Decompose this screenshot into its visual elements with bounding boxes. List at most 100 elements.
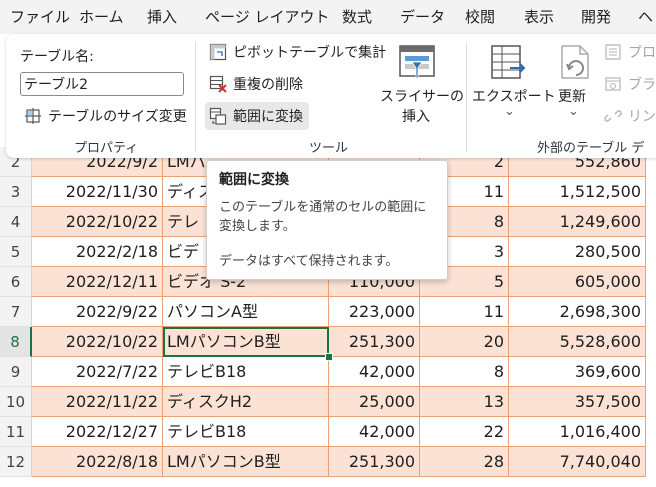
tab-page-layout[interactable]: ページ レイアウト [205,8,330,26]
active-cell-selection [163,327,329,357]
total-cell[interactable]: 2,698,300 [509,297,646,327]
menu-bar: ファイル ホーム 挿入 ページ レイアウト 数式 データ 校閲 表示 開発 ヘ [0,0,656,34]
refresh-button[interactable]: 更新 ⌄ [552,42,594,126]
table-row: 12 2022/8/18 LMパソコンB型 251,300 28 7,740,040 [0,447,656,477]
convert-to-range-icon [209,107,227,125]
ribbon-table-design: テーブル名: テーブルのサイズ変更 プロパティ ピボットテーブルで集計 重複の削… [6,34,656,158]
table-name-input[interactable] [20,72,184,96]
table-row: 11 2022/12/27 テレビB18 42,000 22 1,016,400 [0,417,656,447]
unlink-icon [604,107,622,125]
total-cell[interactable]: 605,000 [509,267,646,297]
tab-help[interactable]: ヘ [638,8,654,26]
item-cell[interactable]: LMパソコンB型 [163,447,329,477]
price-cell[interactable]: 251,300 [329,447,420,477]
row-header[interactable]: 7 [0,297,32,327]
quantity-cell[interactable]: 13 [420,387,509,417]
unlink-button[interactable]: リン [604,106,656,126]
item-cell[interactable]: LMパソコンB型 [163,327,329,357]
item-cell[interactable]: テレビB18 [163,357,329,387]
date-cell[interactable]: 2022/10/22 [32,207,163,237]
convert-to-range-button[interactable]: 範囲に変換 [205,102,309,130]
remove-duplicates-label: 重複の削除 [233,77,303,93]
total-cell[interactable]: 1,016,400 [509,417,646,447]
row-header[interactable]: 4 [0,207,32,237]
price-cell[interactable]: 223,000 [329,297,420,327]
total-cell[interactable]: 5,528,600 [509,327,646,357]
pivot-summary-label: ピボットテーブルで集計 [233,45,387,61]
slicer-label-line2: 挿入 [402,109,430,125]
tab-home[interactable]: ホーム [79,8,124,26]
tab-file[interactable]: ファイル [10,8,71,26]
group-separator [195,42,196,152]
tab-data[interactable]: データ [400,8,446,26]
item-cell[interactable]: テレビB18 [163,417,329,447]
total-cell[interactable]: 1,249,600 [509,207,646,237]
tab-developer[interactable]: 開発 [581,8,612,26]
date-cell[interactable]: 2022/12/11 [32,267,163,297]
remove-duplicates-icon [209,75,227,93]
slicer-icon [398,44,436,82]
row-header[interactable]: 5 [0,237,32,267]
price-cell[interactable]: 25,000 [329,387,420,417]
price-cell[interactable]: 42,000 [329,357,420,387]
resize-table-icon [24,107,42,125]
item-cell[interactable]: パソコンA型 [163,297,329,327]
price-cell[interactable]: 251,300 [329,327,420,357]
tab-view[interactable]: 表示 [524,8,555,26]
open-in-browser-label: ブラ [628,77,656,93]
quantity-cell[interactable]: 22 [420,417,509,447]
row-header[interactable]: 6 [0,267,32,297]
tab-formulas[interactable]: 数式 [342,8,373,26]
date-cell[interactable]: 2022/12/27 [32,417,163,447]
quantity-cell[interactable]: 28 [420,447,509,477]
total-cell[interactable]: 280,500 [509,237,646,267]
total-cell[interactable]: 1,512,500 [509,177,646,207]
date-cell[interactable]: 2022/9/22 [32,297,163,327]
refresh-label: 更新 [558,89,586,105]
remove-duplicates-button[interactable]: 重複の削除 [209,74,303,94]
table-row: 7 2022/9/22 パソコンA型 223,000 11 2,698,300 [0,297,656,327]
date-cell[interactable]: 2022/11/22 [32,387,163,417]
group-label-external-data: 外部のテーブル デ [537,141,645,156]
total-cell[interactable]: 357,500 [509,387,646,417]
export-chevron-icon: ⌄ [504,104,515,119]
date-cell[interactable]: 2022/10/22 [32,327,163,357]
resize-table-label: テーブルのサイズ変更 [48,109,187,125]
tooltip-footer: データはすべて保持されます。 [219,254,399,269]
date-cell[interactable]: 2022/7/22 [32,357,163,387]
row-header[interactable]: 12 [0,447,32,477]
open-in-browser-button[interactable]: ブラ [604,74,656,94]
pivot-summary-button[interactable]: ピボットテーブルで集計 [209,42,386,62]
table-row: 8 2022/10/22 LMパソコンB型 251,300 20 5,528,600 [0,327,656,357]
export-icon [490,44,528,82]
quantity-cell[interactable]: 20 [420,327,509,357]
convert-to-range-label: 範囲に変換 [233,109,303,125]
row-header[interactable]: 10 [0,387,32,417]
quantity-cell[interactable]: 11 [420,297,509,327]
table-row: 9 2022/7/22 テレビB18 42,000 8 369,600 [0,357,656,387]
tab-review[interactable]: 校閲 [465,8,496,26]
row-header[interactable]: 9 [0,357,32,387]
row-header[interactable]: 3 [0,177,32,207]
price-cell[interactable]: 42,000 [329,417,420,447]
table-properties-button[interactable]: プロ [604,42,656,62]
unlink-label: リン [628,109,656,125]
tab-insert[interactable]: 挿入 [147,8,178,26]
refresh-icon [556,44,594,82]
tooltip-title: 範囲に変換 [219,172,289,188]
resize-table-button[interactable]: テーブルのサイズ変更 [24,106,187,126]
fill-handle[interactable] [325,353,333,361]
table-name-label: テーブル名: [20,49,94,65]
insert-slicer-button[interactable]: スライサーの 挿入 [378,42,464,126]
date-cell[interactable]: 2022/8/18 [32,447,163,477]
row-header[interactable]: 11 [0,417,32,447]
total-cell[interactable]: 7,740,040 [509,447,646,477]
date-cell[interactable]: 2022/2/18 [32,237,163,267]
quantity-cell[interactable]: 8 [420,357,509,387]
table-properties-label: プロ [628,45,656,61]
total-cell[interactable]: 369,600 [509,357,646,387]
row-header[interactable]: 8 [0,327,32,357]
item-cell[interactable]: ディスクH2 [163,387,329,417]
date-cell[interactable]: 2022/11/30 [32,177,163,207]
export-button[interactable]: エクスポート ⌄ [472,42,556,126]
